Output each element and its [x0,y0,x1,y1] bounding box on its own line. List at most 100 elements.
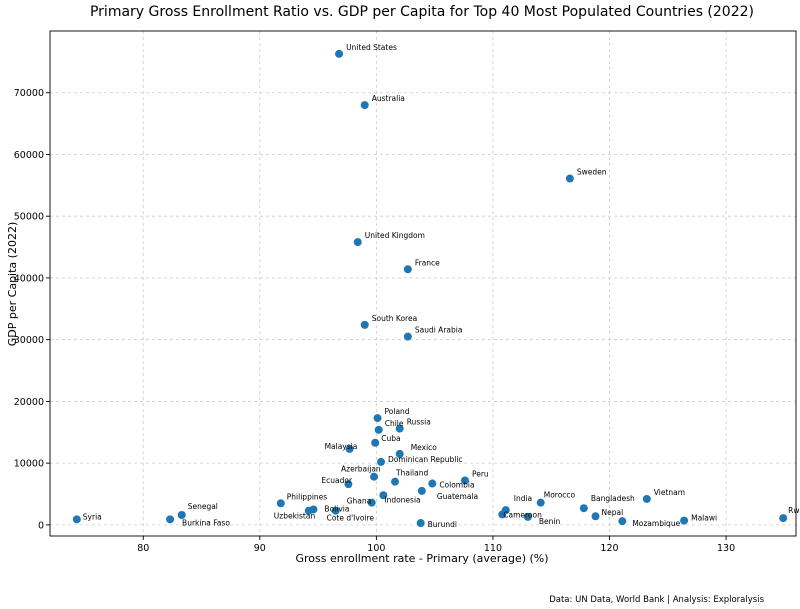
point-label: Peru [472,469,489,478]
data-point [523,512,532,521]
point-label: Ecuador [321,476,353,485]
y-tick-label: 50000 [14,212,44,223]
point-label: Burundi [428,520,457,529]
data-point [403,332,412,341]
x-tick-label: 90 [254,543,266,554]
point-label: South Korea [372,314,417,323]
point-label: Poland [385,407,410,416]
point-label: Burkina Faso [182,518,230,527]
point-label: United Kingdom [365,231,425,240]
data-point [331,506,340,515]
point-label: Vietnam [654,488,685,497]
point-label: Chile [385,419,404,428]
data-points [72,49,788,528]
data-point [335,49,344,58]
point-label: Cuba [381,434,400,443]
point-label: Mozambique [632,519,680,528]
plot-frame [49,30,797,537]
y-axis-label: GDP per Capita (2022) [6,222,19,346]
point-label: Syria [83,512,102,521]
point-label: Guatemala [437,492,478,501]
y-tick-label: 0 [38,520,44,531]
point-label: Rwanda [788,506,800,515]
data-point [579,504,588,513]
y-tick-label: 60000 [14,150,44,161]
data-point [591,512,600,521]
data-point [353,238,362,247]
y-axis-ticks: 0 10000 20000 30000 40000 50000 60000 70000 [14,88,50,531]
data-point [498,510,507,519]
data-point [395,424,404,433]
point-label: Bolivia [324,504,349,513]
point-label: Nepal [602,508,624,517]
data-point [276,499,285,508]
x-tick-label: 120 [600,543,618,554]
x-tick-label: 80 [137,543,149,554]
point-label: Malawi [691,514,717,523]
data-point [680,516,689,525]
data-point [379,491,388,500]
data-point [395,449,404,458]
point-label: Ghana [347,497,372,506]
x-tick-label: 110 [484,543,502,554]
point-label: Uzbekistan [274,512,316,521]
x-axis-ticks: 80 90 100 110 120 130 [137,536,735,554]
data-point [377,457,386,466]
point-label: Australia [372,94,405,103]
point-label: Azerbaijan [341,465,381,474]
point-label: Russia [407,418,431,427]
data-point [309,505,318,514]
point-label: Bangladesh [591,494,635,503]
point-labels: United States Australia Sweden United Kingd… [83,43,800,529]
data-point [344,480,353,489]
point-label: Malaysia [325,442,358,451]
point-label: France [415,258,440,267]
point-label: Cote d'Ivoire [327,514,375,523]
data-point [360,101,369,110]
data-point [536,498,545,507]
data-point [416,519,425,528]
data-point [779,514,788,523]
data-point [428,479,437,488]
data-point [565,174,574,183]
data-point [373,414,382,423]
y-tick-label: 10000 [14,459,44,470]
data-point [360,320,369,329]
y-tick-label: 70000 [14,88,44,99]
y-tick-label: 20000 [14,397,44,408]
data-point [371,438,380,447]
data-point [374,425,383,434]
point-label: Colombia [439,481,474,490]
data-point [72,515,81,524]
data-point [642,494,651,503]
data-point [391,477,400,486]
y-tick-label: 30000 [14,335,44,346]
y-tick-label: 40000 [14,273,44,284]
data-point [403,265,412,274]
data-point [417,486,426,495]
x-tick-label: 130 [717,543,735,554]
data-point [618,517,627,526]
point-label: Thailand [395,469,428,478]
point-label: Mexico [411,443,438,452]
data-point [367,498,376,507]
x-tick-label: 100 [367,543,385,554]
data-point [345,444,354,453]
data-point [370,472,379,481]
data-point [460,476,469,485]
data-point [177,511,186,520]
chart-title: Primary Gross Enrollment Ratio vs. GDP p… [90,4,754,20]
point-label: Saudi Arabia [415,326,463,335]
point-label: India [514,494,532,503]
point-label: Senegal [188,502,218,511]
point-label: Cameroon [503,510,542,519]
data-point [166,515,175,524]
point-label: Benin [539,517,561,526]
point-label: Indonesia [384,495,420,504]
point-label: Philippines [287,492,328,501]
point-label: Dominican Republic [388,455,463,464]
point-label: Sweden [577,168,607,177]
point-label: United States [346,43,397,52]
source-note: Data: UN Data, World Bank | Analysis: Ex… [549,595,764,605]
